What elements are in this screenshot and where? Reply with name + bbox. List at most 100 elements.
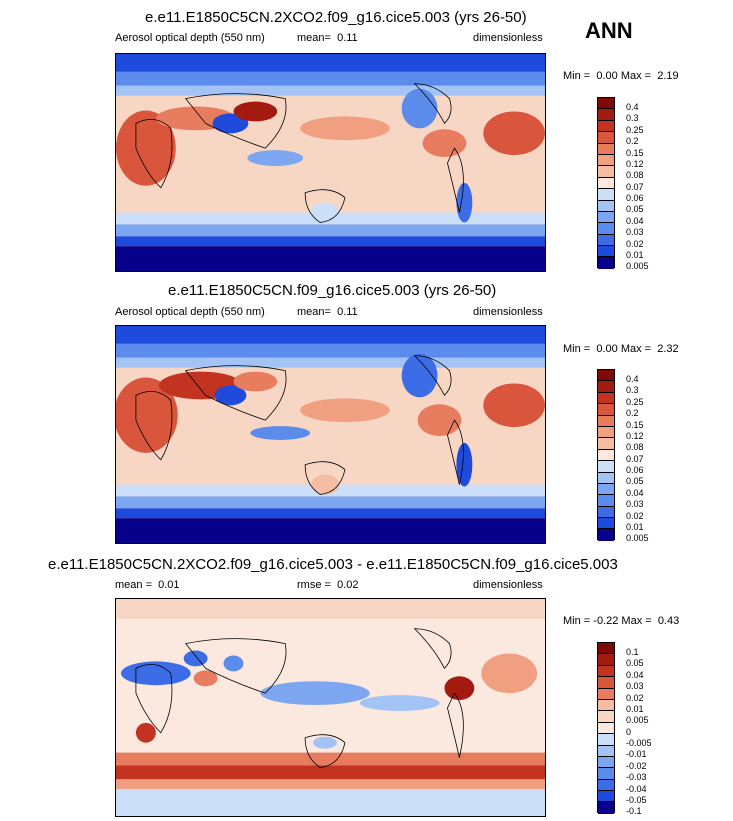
panel3-cbar-swatch-12 bbox=[598, 779, 614, 792]
panel3-sahel-low bbox=[183, 650, 208, 667]
panel1-cbar-swatch-6 bbox=[598, 166, 614, 178]
panel3-coast-africa bbox=[135, 664, 173, 734]
panel3-tick-2: 0.04 bbox=[626, 670, 644, 680]
panel3-tick-1: 0.05 bbox=[626, 658, 644, 668]
panel1-arctic-band bbox=[116, 54, 545, 72]
panel3-tick-9: -0.01 bbox=[626, 749, 647, 759]
panel3-antarctic-band bbox=[116, 789, 545, 816]
panel3-natl-high bbox=[481, 653, 538, 694]
panel2-tick-8: 0.06 bbox=[626, 465, 644, 475]
panel1-tick-8: 0.06 bbox=[626, 193, 644, 203]
panel1-andes-low bbox=[456, 182, 473, 223]
panel2-tick-4: 0.15 bbox=[626, 420, 644, 430]
panel1-tick-4: 0.15 bbox=[626, 148, 644, 158]
panel3-tick-6: 0.005 bbox=[626, 715, 649, 725]
panel2-tick-11: 0.03 bbox=[626, 499, 644, 509]
panel3-tick-8: -0.005 bbox=[626, 738, 652, 748]
panel1-namerica-low bbox=[401, 88, 438, 129]
panel1-cbar-swatch-10 bbox=[598, 211, 614, 224]
panel2-south-ocean-band bbox=[116, 496, 545, 509]
panel3-cbar-swatch-6 bbox=[598, 711, 614, 723]
panel3-cbar-swatch-8 bbox=[598, 734, 614, 746]
panel3-aus-low bbox=[313, 736, 337, 749]
panel1-north-mid-band bbox=[116, 85, 545, 96]
panel1-tick-12: 0.02 bbox=[626, 239, 644, 249]
panel2-antarctic-band bbox=[116, 518, 545, 543]
panel2-npac-high bbox=[300, 398, 390, 423]
panel1-npac-high bbox=[300, 116, 390, 141]
panel2-coast-australia bbox=[304, 461, 346, 495]
panel1-indo-low bbox=[247, 150, 304, 166]
panel1-tick-5: 0.12 bbox=[626, 159, 644, 169]
panel1-cbar-swatch-2 bbox=[598, 120, 614, 133]
panel3-coast-namerica bbox=[413, 628, 452, 670]
panel3-epac-low bbox=[359, 695, 440, 711]
panel3-cbar-swatch-14 bbox=[598, 802, 614, 814]
panel2-coast-namerica bbox=[413, 355, 452, 397]
panel1-tibet-low bbox=[212, 113, 249, 134]
panel3-south-band-b bbox=[116, 765, 545, 780]
panel2-cbar-swatch-9 bbox=[598, 472, 614, 484]
panel2-tick-13: 0.01 bbox=[626, 522, 644, 532]
panel1-natl-high bbox=[483, 111, 545, 156]
panel2-tick-10: 0.04 bbox=[626, 488, 644, 498]
panel2-cbar-swatch-8 bbox=[598, 461, 614, 473]
panel2-tick-9: 0.05 bbox=[626, 476, 644, 486]
panel3-rmse: rmse = 0.02 bbox=[297, 579, 359, 591]
panel3-tick-10: -0.02 bbox=[626, 761, 647, 771]
panel2-cbar-swatch-7 bbox=[598, 449, 614, 462]
panel2-map bbox=[115, 325, 546, 544]
panel2-cbar-swatch-6 bbox=[598, 438, 614, 450]
panel3-cbar-swatch-2 bbox=[598, 665, 614, 678]
panel2-title: e.e11.E1850C5CN.f09_g16.cice5.003 (yrs 2… bbox=[168, 282, 497, 299]
panel2-namerica-low bbox=[401, 353, 438, 398]
panel2-tick-14: 0.005 bbox=[626, 533, 649, 543]
panel3-cbar-swatch-5 bbox=[598, 699, 614, 712]
panel2-cbar-swatch-14 bbox=[598, 529, 614, 541]
panel3-cbar-swatch-13 bbox=[598, 791, 614, 803]
panel3-tick-13: -0.05 bbox=[626, 795, 647, 805]
panel3-tick-0: 0.1 bbox=[626, 647, 639, 657]
panel1-colorbar bbox=[597, 97, 615, 269]
panel3-arabia-high bbox=[193, 670, 218, 687]
panel3-title: e.e11.E1850C5CN.2XCO2.f09_g16.cice5.003 … bbox=[48, 556, 618, 573]
panel3-amazon-high bbox=[444, 676, 475, 701]
panel3-cbar-swatch-10 bbox=[598, 756, 614, 769]
panel1-coast-namerica bbox=[413, 83, 452, 125]
panel2-cbar-swatch-3 bbox=[598, 404, 614, 416]
panel3-coast-samerica bbox=[447, 692, 464, 758]
panel1-mean-value: 0.11 bbox=[337, 32, 358, 44]
panel2-cbar-swatch-2 bbox=[598, 392, 614, 405]
panel2-tick-0: 0.4 bbox=[626, 374, 639, 384]
panel1-subarctic-band bbox=[116, 71, 545, 86]
panel3-south-band-c bbox=[116, 779, 545, 790]
panel2-andes-low bbox=[456, 442, 473, 487]
panel2-coast-africa bbox=[135, 391, 173, 461]
panel3-coast-eurasia bbox=[184, 638, 287, 694]
panel3-tick-14: -0.1 bbox=[626, 806, 642, 816]
panel1-tick-10: 0.04 bbox=[626, 216, 644, 226]
panel2-coast-samerica bbox=[447, 419, 464, 485]
panel1-cbar-swatch-7 bbox=[598, 177, 614, 190]
panel1-antarctic-band bbox=[116, 246, 545, 271]
panel1-coast-africa bbox=[135, 119, 173, 189]
panel1-tick-7: 0.07 bbox=[626, 182, 644, 192]
panel2-cbar-swatch-11 bbox=[598, 495, 614, 507]
panel3-mean-value: 0.01 bbox=[158, 579, 180, 591]
panel2-cbar-swatch-0 bbox=[598, 370, 614, 382]
panel3-rmse-value: 0.02 bbox=[337, 579, 359, 591]
panel1-cbar-swatch-13 bbox=[598, 246, 614, 258]
panel2-tick-5: 0.12 bbox=[626, 431, 644, 441]
panel1-cbar-swatch-0 bbox=[598, 98, 614, 110]
panel3-map bbox=[115, 598, 546, 817]
panel1-units: dimensionless bbox=[473, 32, 543, 44]
panel1-map-svg bbox=[116, 54, 545, 271]
panel2-arctic-band bbox=[116, 326, 545, 344]
panel2-units: dimensionless bbox=[473, 306, 543, 318]
panel1-tick-14: 0.005 bbox=[626, 261, 649, 271]
panel1-africa-high bbox=[116, 110, 176, 186]
panel2-tick-3: 0.2 bbox=[626, 408, 639, 418]
panel2-cbar-swatch-4 bbox=[598, 415, 614, 427]
panel1-cbar-swatch-3 bbox=[598, 132, 614, 144]
panel2-cbar-swatch-5 bbox=[598, 426, 614, 439]
